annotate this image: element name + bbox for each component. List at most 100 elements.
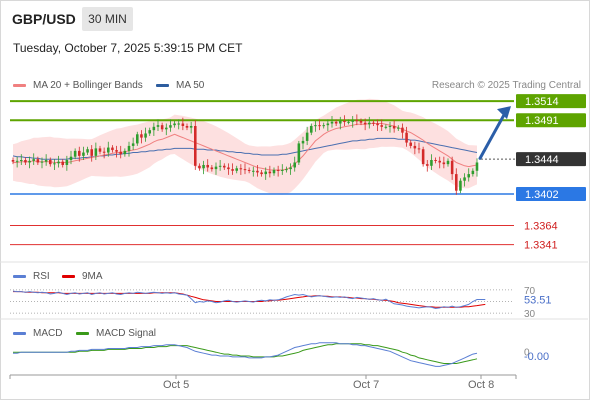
candle-body	[417, 148, 421, 150]
candle-body	[363, 122, 367, 125]
candle-body	[86, 149, 89, 153]
candle-body	[189, 126, 193, 128]
candle-body	[90, 149, 93, 156]
candle-body	[24, 160, 27, 163]
candle-body	[376, 123, 379, 126]
candle-body	[297, 143, 301, 163]
legend-ma20: MA 20 + Bollinger Bands	[13, 80, 143, 91]
candle-body	[413, 145, 417, 149]
candle-body	[401, 127, 404, 133]
level-tag-resistance	[516, 94, 586, 109]
legend-rsi-label: RSI	[33, 271, 50, 282]
candle-body	[49, 160, 52, 165]
candle-body	[343, 121, 346, 123]
candle-body	[334, 121, 338, 124]
ma20-swatch	[13, 84, 26, 87]
forecast-arrow-shaft	[478, 111, 507, 160]
timeframe-button[interactable]: 30 MIN	[82, 7, 133, 31]
candle-body	[372, 122, 375, 124]
candle-body	[455, 174, 458, 191]
forecast-arrow-head	[497, 106, 511, 120]
candle-body	[260, 172, 263, 175]
rsi-tick: 30	[524, 309, 536, 320]
macd-signal-line	[13, 343, 478, 364]
candle-body	[463, 177, 466, 181]
candle-body	[301, 140, 305, 144]
candle-body	[318, 125, 321, 127]
candle-body	[20, 160, 23, 161]
candle-body	[206, 164, 209, 168]
candle-body	[94, 148, 98, 156]
level-label: 1.3341	[524, 240, 558, 252]
level-label: 1.3491	[525, 115, 559, 127]
candle-body	[281, 169, 284, 171]
candle-body	[442, 162, 446, 165]
legend-macd-label: MACD	[33, 328, 63, 339]
candle-body	[177, 123, 180, 125]
ma50-line	[12, 137, 478, 160]
candle-body	[368, 122, 371, 125]
candle-body	[450, 160, 454, 175]
macd-swatch	[13, 332, 26, 335]
candle-body	[152, 126, 156, 131]
candle-body	[330, 121, 334, 124]
candle-body	[173, 123, 176, 126]
candle-body	[446, 160, 450, 165]
macd-tick: 0	[524, 347, 530, 358]
symbol-label: GBP/USD	[12, 11, 76, 27]
rsi-value-label: 53.51	[524, 294, 552, 306]
candle-body	[256, 170, 259, 173]
candle-body	[285, 169, 288, 171]
candle-body	[194, 126, 197, 166]
ma20-line	[13, 123, 478, 171]
rsi-tick: 70	[524, 286, 536, 297]
candle-body	[268, 171, 272, 174]
candle-body	[421, 149, 425, 165]
candle-body	[111, 147, 114, 151]
candle-body	[11, 160, 15, 162]
x-tick-label: Oct 5	[163, 379, 189, 391]
candle-body	[36, 159, 40, 163]
candle-body	[198, 165, 201, 169]
candle-body	[32, 159, 35, 161]
legend-ma50-label: MA 50	[176, 80, 205, 91]
candle-body	[405, 132, 408, 143]
credit-text: Research © 2025 Trading Central	[431, 80, 581, 91]
legend-ma50: MA 50	[156, 80, 204, 91]
level-tag-pivot	[516, 187, 586, 201]
candle-body	[247, 169, 251, 171]
candle-body	[355, 120, 359, 122]
candle-body	[53, 163, 56, 165]
candle-body	[397, 127, 400, 129]
candle-body	[119, 151, 122, 155]
candle-body	[293, 162, 296, 168]
candle-body	[156, 125, 160, 127]
rsi-swatch	[13, 275, 26, 278]
level-tag-resistance	[516, 113, 586, 128]
candle-body	[459, 180, 462, 191]
candle-body	[310, 126, 313, 133]
candle-body	[289, 167, 292, 170]
legend-rsi: RSI	[13, 271, 50, 282]
legend-macd-signal: MACD Signal	[76, 328, 156, 339]
candle-body	[434, 160, 437, 161]
legend-macd-signal-label: MACD Signal	[96, 328, 157, 339]
candle-body	[264, 171, 267, 175]
ma50-swatch	[156, 84, 169, 87]
candle-body	[202, 164, 205, 169]
candle-body	[107, 147, 110, 153]
candle-body	[44, 160, 48, 162]
candle-body	[214, 166, 218, 170]
level-label: 1.3364	[524, 221, 558, 233]
candle-body	[28, 160, 31, 163]
candle-body	[467, 174, 470, 178]
macd-value-label: -0.00	[524, 351, 549, 363]
candle-body	[123, 150, 127, 155]
candle-body	[239, 168, 243, 170]
macd-signal-swatch	[76, 332, 89, 335]
macd-line	[13, 342, 478, 367]
rsi-ma-swatch	[62, 275, 75, 278]
candle-body	[243, 169, 247, 171]
candle-body	[57, 161, 60, 164]
level-label: 1.3402	[525, 189, 559, 201]
